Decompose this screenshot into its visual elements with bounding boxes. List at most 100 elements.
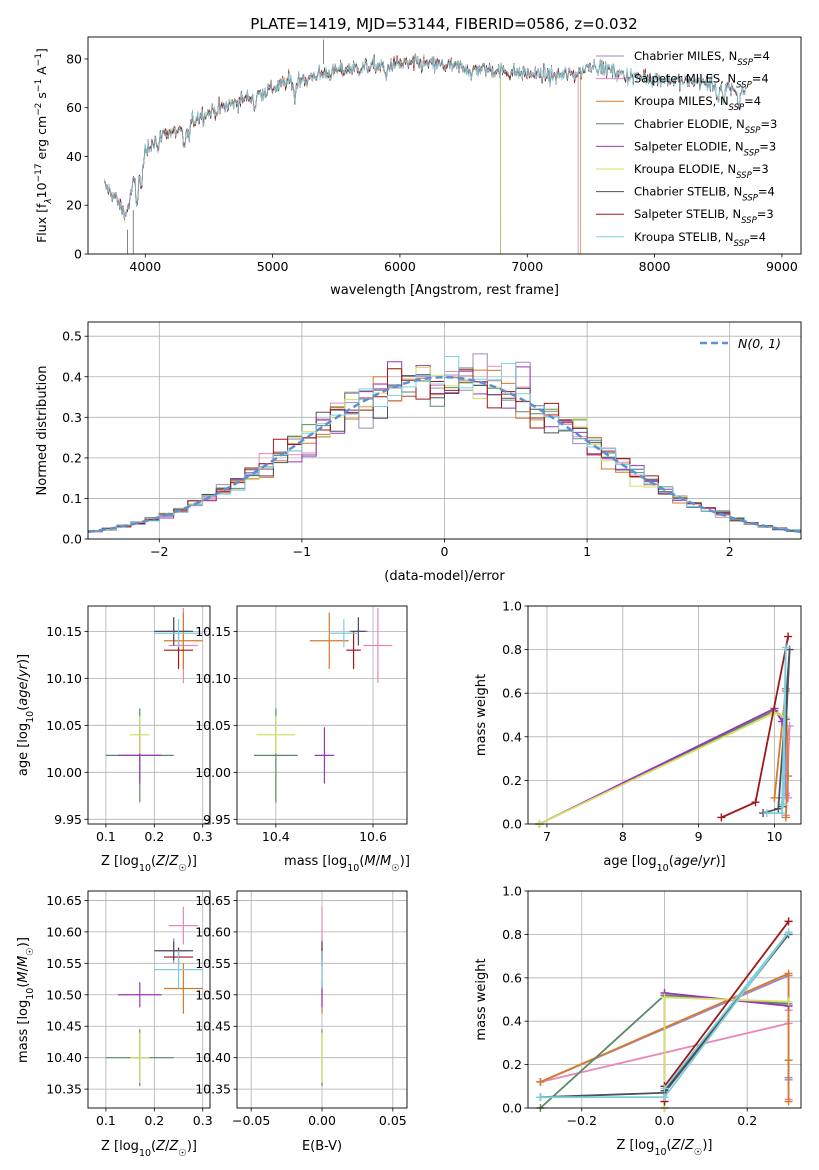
age-vs-mass-panel: 10.4 10.6 9.95 10.00 10.05 10.10 10.15 mass [lo… xyxy=(195,605,410,874)
axis-label-part: ( xyxy=(667,1138,672,1153)
x-tick-label: 0.3 xyxy=(193,1113,213,1128)
legend-tail: =3 xyxy=(759,139,776,153)
figure-title: PLATE=1419, MJD=53144, FIBERID=0586, z=0… xyxy=(250,15,637,33)
weight-marker-krou_stelib xyxy=(779,800,788,809)
plot-area xyxy=(104,39,747,254)
x-tick-label: 0.05 xyxy=(379,1113,407,1128)
axis-label-part: ( xyxy=(669,854,674,869)
legend-subscript: SSP xyxy=(736,171,752,181)
legend-tail: =4 xyxy=(752,72,769,86)
legend-label: Kroupa STELIB, NSSP=4 xyxy=(634,230,766,249)
y-tick-label: 10.45 xyxy=(46,1019,82,1034)
y-label-part: erg cm xyxy=(34,116,49,164)
y-tick-label: 0.3 xyxy=(62,410,82,425)
y-tick-label: 10.15 xyxy=(195,624,231,639)
weight-marker-krou_elodie xyxy=(784,997,793,1006)
mass-vs-extinction-panel: −0.05 0.00 0.05 10.35 10.40 10.45 10.50 10.55 10… xyxy=(195,890,408,1154)
axis-label-part: Z xyxy=(684,1138,695,1153)
y-axis-label: Flux [fλ10−17 erg cm−2 s−1 A−1] xyxy=(34,48,54,243)
weight-marker-krou_stelib xyxy=(660,1084,669,1093)
spectrum-line-krou_miles xyxy=(104,53,582,254)
axis-label-part: mass [log xyxy=(284,854,347,869)
weight-marker-salp_miles xyxy=(784,793,793,802)
x-tick-label: 9 xyxy=(695,829,703,844)
legend-subscript: SSP xyxy=(744,148,760,158)
weight-line-krou_stelib xyxy=(766,647,787,814)
axis-label-part: ( xyxy=(151,854,156,869)
axis-label-part: / xyxy=(376,854,381,869)
x-tick-label: −0.2 xyxy=(567,1113,597,1128)
axis-label-part: age xyxy=(674,854,698,869)
axis-label-part: Z xyxy=(155,1139,166,1154)
axis-label-part: )] xyxy=(715,854,725,869)
axis-label-part: ☉ xyxy=(178,863,187,874)
y-tick-label: 10.50 xyxy=(195,987,231,1002)
weight-marker-krou_miles xyxy=(784,1056,793,1065)
axis-label-part: mass [log xyxy=(16,1000,31,1063)
x-tick-label: 9000 xyxy=(766,259,798,274)
axis-label-part: ( xyxy=(16,983,31,988)
legend-label: Salpeter MILES, NSSP=4 xyxy=(634,72,769,91)
histogram-step-krou_stelib xyxy=(88,356,801,534)
x-tick-label: −2 xyxy=(150,544,168,559)
axes-frame xyxy=(527,890,802,1109)
axes-frame xyxy=(87,321,802,540)
plot-area xyxy=(105,906,203,1086)
legend-subscript: SSP xyxy=(734,239,750,249)
y-tick-label: 10.35 xyxy=(46,1082,82,1097)
legend-tail: =3 xyxy=(757,207,774,221)
axis-label-part: Z [log xyxy=(101,854,139,869)
weight-marker-krou_stelib xyxy=(781,643,790,652)
legend-subscript: SSP xyxy=(742,194,758,204)
weight-marker-salp_stelib xyxy=(751,798,760,807)
y-label-part: A xyxy=(34,66,49,79)
spectrum-legend: Chabrier MILES, NSSP=4 Salpeter MILES, NS… xyxy=(596,49,777,249)
weight-line-krou_stelib xyxy=(540,931,790,1099)
axis-label-part: ( xyxy=(16,706,31,711)
axis-label-part: / xyxy=(165,1139,170,1154)
legend-subscript: SSP xyxy=(736,81,752,91)
mass-vs-metallicity-panel: 0.1 0.2 0.3 10.35 10.40 10.45 10.50 10.55 10.60 1… xyxy=(16,890,213,1159)
axis-label-part: ( xyxy=(359,854,364,869)
axis-label-part: Z xyxy=(168,854,179,869)
axis-label-part: ☉ xyxy=(391,863,400,874)
y-tick-label: 60 xyxy=(66,100,82,115)
y-tick-label: 10.40 xyxy=(46,1050,82,1065)
axes-frame xyxy=(236,605,408,825)
spectrum-panel: 4000 5000 6000 7000 8000 9000 0 20 40 60 80 Chabrie… xyxy=(34,36,802,298)
axis-label-part: M xyxy=(16,971,31,982)
y-tick-label: 0.2 xyxy=(502,1057,522,1072)
spectrum-line-salp_miles xyxy=(104,53,579,254)
legend-label: Chabrier ELODIE, NSSP=3 xyxy=(634,117,777,136)
x-axis-label: Z [log10(Z/Z☉)] xyxy=(101,1139,197,1159)
axis-label-part: / xyxy=(681,1138,686,1153)
x-tick-label: 0.1 xyxy=(96,829,116,844)
y-tick-label: 10.50 xyxy=(46,987,82,1002)
legend-tail: =3 xyxy=(760,117,777,131)
y-axis-label: age [log10(age/yr)] xyxy=(16,654,36,776)
weight-marker-krou_miles xyxy=(784,772,793,781)
y-label-part: λ xyxy=(44,198,54,204)
weight-line-salp_stelib xyxy=(721,636,789,819)
plot-area xyxy=(105,607,203,803)
axis-label-part: Z xyxy=(155,854,166,869)
legend-label: Chabrier MILES, NSSP=4 xyxy=(634,49,770,68)
weight-line-krou_miles xyxy=(773,688,790,818)
y-tick-label: 10.55 xyxy=(46,956,82,971)
axis-label-part: 10 xyxy=(139,863,151,874)
axes-frame xyxy=(87,605,211,825)
axis-label-part: M xyxy=(16,956,31,967)
legend-tail: =4 xyxy=(753,49,770,63)
legend-subscript: SSP xyxy=(729,103,745,113)
spectrum-line-krou_elodie xyxy=(104,53,501,254)
y-tick-label: 10.15 xyxy=(46,624,82,639)
axes-frame xyxy=(87,36,802,255)
y-tick-label: 80 xyxy=(66,51,82,66)
y-label-part: s xyxy=(34,92,49,103)
y-tick-label: 9.95 xyxy=(203,812,231,827)
axis-label-part: )] xyxy=(187,1139,197,1154)
axis-label-part: )] xyxy=(702,1138,712,1153)
axis-label-part: ☉ xyxy=(25,947,36,956)
y-tick-label: 0.2 xyxy=(62,450,82,465)
